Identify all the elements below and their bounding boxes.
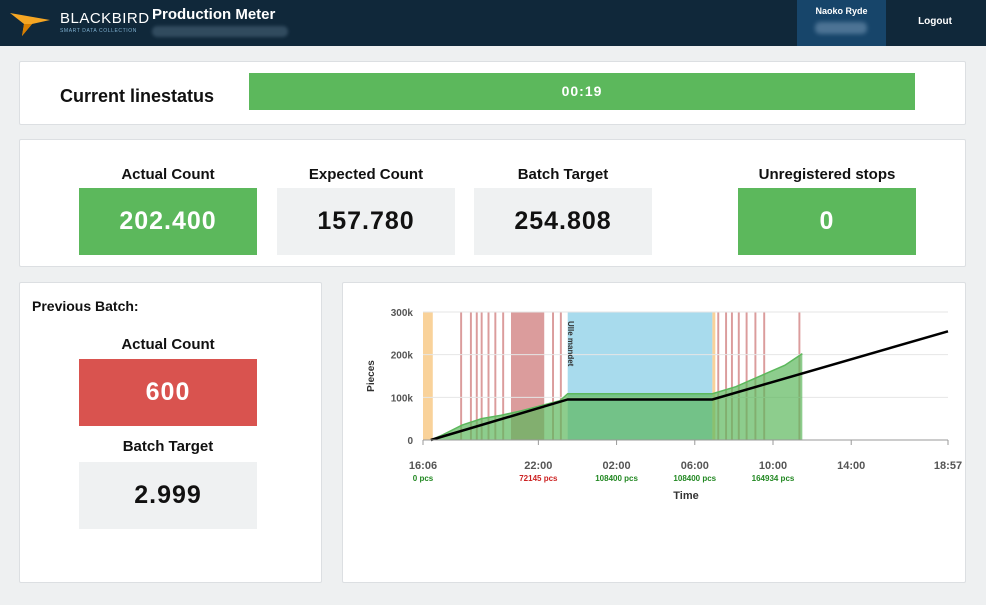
page-subtitle-redacted — [152, 26, 288, 37]
kpi-panel: Actual Count 202.400 Expected Count 157.… — [19, 139, 966, 267]
chart-y-tick-label: 0 — [407, 436, 413, 447]
chart-x-tick-count: 108400 pcs — [673, 474, 716, 483]
chart-x-tick-count: 72145 pcs — [519, 474, 558, 483]
blackbird-logo-icon — [10, 13, 50, 36]
line-status-panel: Current linestatus 00:19 — [19, 61, 966, 125]
chart-x-tick-label: 22:00 — [524, 460, 552, 472]
brand-name: BLACKBIRD — [60, 10, 150, 27]
expected-count-label: Expected Count — [308, 166, 424, 183]
chart-x-tick-count: 164934 pcs — [752, 474, 795, 483]
brand-tagline: SMART DATA COLLECTION — [60, 28, 137, 34]
unregistered-stops-value: 0 — [738, 188, 916, 255]
previous-actual-count-value: 600 — [79, 359, 257, 426]
expected-count-value: 157.780 — [277, 188, 455, 255]
chart-stop-bar — [725, 312, 728, 440]
actual-count-value: 202.400 — [79, 188, 257, 255]
chart-stop-bar — [460, 312, 463, 440]
chart-series-actual-area — [430, 353, 803, 440]
page-title: Production Meter — [152, 6, 276, 23]
chart-stop-bar — [552, 312, 555, 440]
chart-y-tick-label: 200k — [391, 351, 414, 362]
chart-band-label: Ulle mandet — [566, 321, 575, 367]
chart-y-axis-label: Pieces — [366, 360, 377, 392]
previous-batch-target-value: 2.999 — [79, 462, 257, 529]
chart-stop-bar — [475, 312, 478, 440]
production-chart: 0 100k 200k 300k 16:06 0 pcs 22:00 72145 pcs 02:… — [366, 308, 962, 502]
batch-target-value: 254.808 — [474, 188, 652, 255]
unregistered-stops-label: Unregistered stops — [758, 166, 896, 183]
chart-x-tick-label: 10:00 — [759, 460, 787, 472]
chart-x-tick-label: 16:06 — [409, 460, 437, 472]
chart-stop-bar — [502, 312, 505, 440]
previous-batch-panel: Previous Batch: Actual Count 600 Batch T… — [19, 282, 322, 583]
chart-x-tick-label: 06:00 — [681, 460, 709, 472]
line-status-bar: 00:19 — [249, 73, 915, 110]
chart-stop-bar — [559, 312, 562, 440]
previous-batch-target-label: Batch Target — [122, 438, 214, 455]
previous-actual-count-label: Actual Count — [121, 336, 215, 353]
chart-band-0 — [423, 312, 433, 440]
chart-stop-bar — [494, 312, 497, 440]
app-header: BLACKBIRD SMART DATA COLLECTION Producti… — [0, 0, 986, 46]
chart-stop-bar — [717, 312, 720, 440]
chart-stop-bar — [480, 312, 483, 440]
chart-stop-bar — [745, 312, 748, 440]
logout-button[interactable]: Logout — [918, 16, 952, 27]
chart-x-tick-label: 02:00 — [603, 460, 631, 472]
actual-count-label: Actual Count — [121, 166, 215, 183]
chart-stop-bar — [730, 312, 733, 440]
chart-y-tick-label: 100k — [391, 393, 414, 404]
chart-x-tick-label: 14:00 — [837, 460, 865, 472]
chart-band-2 — [712, 312, 716, 440]
user-name: Naoko Ryde — [815, 6, 868, 16]
chart-y-tick-label: 300k — [391, 308, 414, 319]
chart-x-tick-count: 0 pcs — [413, 474, 434, 483]
chart-x-axis-label: Time — [673, 490, 698, 502]
chart-stop-bar — [487, 312, 490, 440]
chart-x-tick-count: 108400 pcs — [595, 474, 638, 483]
chart-stop-bar — [754, 312, 757, 440]
line-status-label: Current linestatus — [60, 86, 215, 106]
user-menu[interactable]: Naoko Ryde — [797, 0, 886, 46]
chart-stop-bar — [469, 312, 472, 440]
production-chart-panel: 0 100k 200k 300k 16:06 0 pcs 22:00 72145 pcs 02:… — [342, 282, 966, 583]
chart-stop-bar — [737, 312, 740, 440]
chart-x-tick-label: 18:57 — [934, 460, 962, 472]
chart-series-expected-line — [430, 330, 949, 442]
batch-target-label: Batch Target — [517, 166, 609, 183]
chart-series-actual-line — [430, 353, 803, 441]
user-info-redacted — [815, 22, 867, 34]
previous-batch-title: Previous Batch: — [32, 298, 139, 314]
